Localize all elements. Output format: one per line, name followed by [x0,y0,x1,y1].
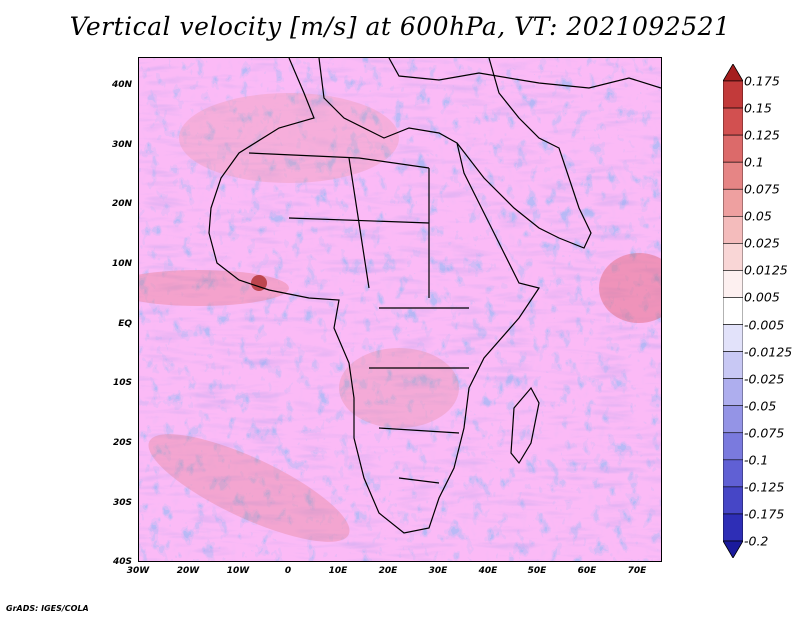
colorbar-label: 0.025 [744,235,780,251]
lat-tick-label: 30S [112,498,132,508]
colorbar-label: 0.15 [744,100,772,116]
lon-tick-label: 20W [176,566,200,576]
lat-tick-label: 30N [111,140,132,150]
colorbar-label: 0.1 [744,154,764,170]
colorbar-label: 0.005 [744,289,780,305]
vertical-velocity-field [139,58,661,561]
lon-tick-label: 40E [478,566,498,576]
colorbar-swatch [723,513,743,542]
colorbar-swatch [723,243,743,271]
colorbar-swatch [723,134,743,163]
lon-tick-label: 70E [627,566,647,576]
map-plot-area [138,57,662,562]
lon-tick-label: 30W [126,566,150,576]
colorbar-label: -0.175 [744,506,785,522]
colorbar-swatch [723,351,743,379]
lat-tick-label: 40N [111,80,132,90]
lon-tick-label: 20E [378,566,398,576]
colorbar [723,64,743,558]
colorbar-label: -0.075 [744,425,785,441]
colorbar-label: -0.005 [744,317,785,333]
lat-tick-label: 10S [112,378,132,388]
colorbar-label: 0.125 [744,127,780,143]
colorbar-swatch [723,270,743,298]
colorbar-swatch [723,161,743,190]
colorbar-label: -0.025 [744,371,785,387]
colorbar-swatch [723,215,743,244]
colorbar-label: 0.075 [744,181,780,197]
colorbar-swatch [723,188,743,217]
colorbar-max-arrow [723,64,743,82]
colorbar-swatch [723,486,743,515]
colorbar-label: -0.05 [744,398,777,414]
map-title: Vertical velocity [m/s] at 600hPa, VT: 2… [69,12,731,41]
lat-tick-label: 40S [112,557,132,567]
lat-tick-label: 10N [111,259,132,269]
colorbar-min-arrow [723,540,743,558]
lon-tick-label: 50E [527,566,547,576]
colorbar-label: 0.05 [744,208,772,224]
lat-tick-label: 20S [112,438,132,448]
credit-text: GrADS: IGES/COLA [6,604,89,613]
lat-tick-label: EQ [118,319,132,329]
lon-tick-label: 10E [328,566,348,576]
colorbar-swatch [723,459,743,488]
colorbar-label: 0.0125 [744,262,788,278]
colorbar-label: -0.1 [744,452,769,468]
colorbar-swatch [723,324,743,352]
lat-tick-label: 20N [111,199,132,209]
colorbar-swatch [723,432,743,461]
colorbar-label: -0.0125 [744,344,793,360]
colorbar-swatch [723,107,743,136]
colorbar-swatch [723,405,743,434]
lon-tick-label: 10W [226,566,250,576]
country-boundaries [208,58,661,534]
colorbar-label: -0.2 [744,533,769,549]
colorbar-swatch [723,378,743,407]
colorbar-swatch [723,297,743,325]
lon-tick-label: 30E [428,566,448,576]
colorbar-label: -0.125 [744,479,785,495]
lon-tick-label: 60E [577,566,597,576]
colorbar-swatch [723,80,743,109]
lon-tick-label: 0 [284,566,292,576]
colorbar-label: 0.175 [744,73,780,89]
